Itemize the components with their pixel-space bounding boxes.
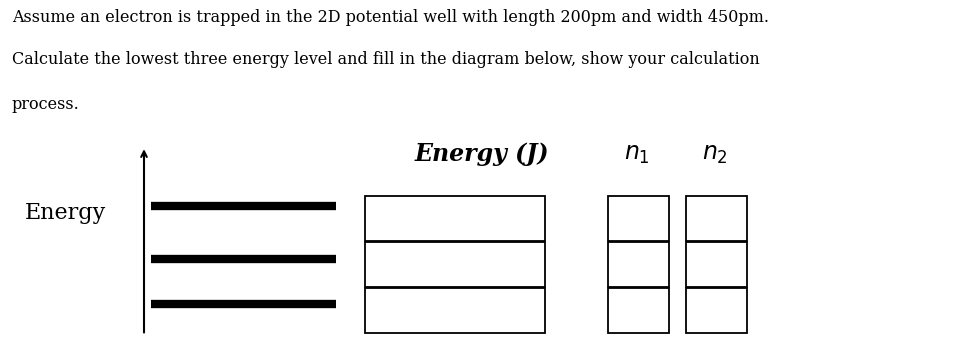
Bar bbox=[365, 288, 545, 333]
Bar bbox=[686, 288, 747, 333]
Bar bbox=[686, 242, 747, 287]
Bar bbox=[608, 288, 669, 333]
Bar bbox=[686, 196, 747, 241]
Bar bbox=[608, 196, 669, 241]
Text: $n_2$: $n_2$ bbox=[703, 142, 728, 166]
Text: Energy (J): Energy (J) bbox=[414, 142, 549, 166]
Text: Energy: Energy bbox=[24, 203, 106, 224]
Bar bbox=[365, 242, 545, 287]
Text: Calculate the lowest three energy level and fill in the diagram below, show your: Calculate the lowest three energy level … bbox=[12, 51, 759, 68]
Text: Assume an electron is trapped in the 2D potential well with length 200pm and wid: Assume an electron is trapped in the 2D … bbox=[12, 9, 769, 26]
Bar bbox=[608, 242, 669, 287]
Bar bbox=[365, 196, 545, 241]
Text: $n_1$: $n_1$ bbox=[625, 142, 650, 166]
Text: process.: process. bbox=[12, 96, 80, 113]
